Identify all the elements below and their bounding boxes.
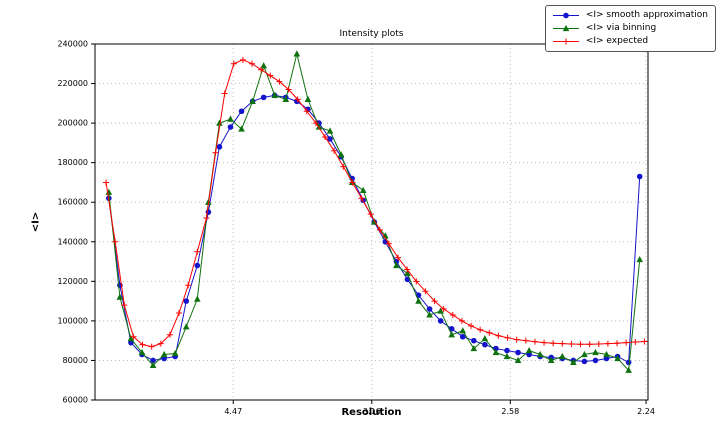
y-tick-label: 80000	[63, 356, 88, 365]
y-tick-label: 200000	[57, 119, 88, 128]
chart-title: Intensity plots	[339, 29, 404, 39]
y-tick-label: 60000	[63, 396, 88, 405]
y-tick-label: 100000	[57, 316, 88, 325]
legend-sample-triangle	[552, 24, 579, 32]
x-tick-label: 4.47	[224, 407, 242, 416]
y-tick-label: 140000	[57, 237, 88, 246]
legend-item: <I> smooth approximation	[551, 10, 708, 21]
legend-sample-circle	[552, 12, 579, 19]
tick-labels: 4.47 3.16 2.58 2.24 60000 80000 100000 120000 14…	[57, 40, 655, 417]
x-tick-label: 2.24	[637, 407, 655, 416]
y-tick-label: 240000	[57, 40, 88, 49]
legend: <I> smooth approximation <I> via binning <…	[544, 5, 716, 52]
y-axis-label: <I>	[30, 211, 42, 233]
legend-item-label: <I> expected	[585, 36, 649, 46]
series-triangle	[105, 50, 644, 373]
y-tick-label: 180000	[57, 158, 88, 167]
y-tick-label: 120000	[57, 277, 88, 286]
x-axis-label: Resolution	[341, 407, 402, 418]
series-plus	[103, 56, 648, 350]
y-tick-label: 220000	[57, 79, 88, 88]
x-tick-label: 3.16	[363, 407, 381, 416]
x-tick-label: 2.58	[501, 407, 519, 416]
legend-sample-plus	[552, 38, 579, 45]
y-tick-label: 160000	[57, 198, 88, 207]
legend-item: <I> via binning	[551, 23, 708, 34]
legend-item-label: <I> smooth approximation	[585, 10, 708, 20]
tick-marks	[91, 43, 647, 404]
legend-item: <I> expected	[551, 36, 708, 47]
legend-item-label: <I> via binning	[585, 23, 657, 33]
